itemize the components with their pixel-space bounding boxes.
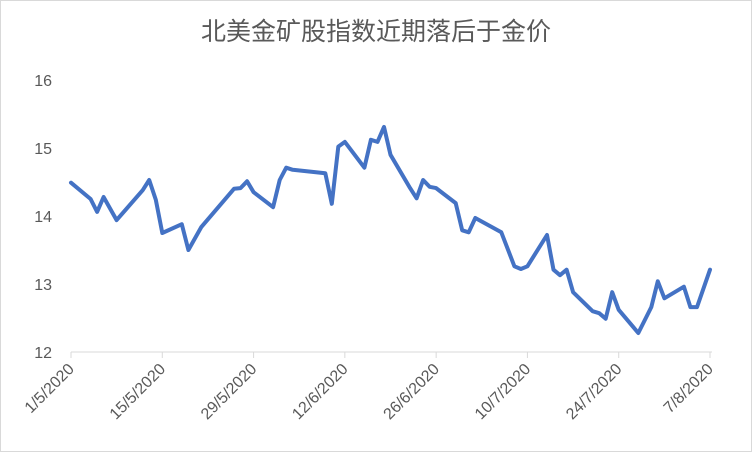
- y-tick-label: 15: [34, 141, 52, 158]
- chart-title: 北美金矿股指数近期落后于金价: [201, 18, 551, 46]
- data-line: [69, 124, 712, 335]
- y-tick-label: 16: [34, 73, 52, 90]
- y-tick-label: 13: [34, 277, 52, 294]
- y-tick-label: 14: [34, 209, 52, 226]
- y-tick-label: 12: [34, 345, 52, 362]
